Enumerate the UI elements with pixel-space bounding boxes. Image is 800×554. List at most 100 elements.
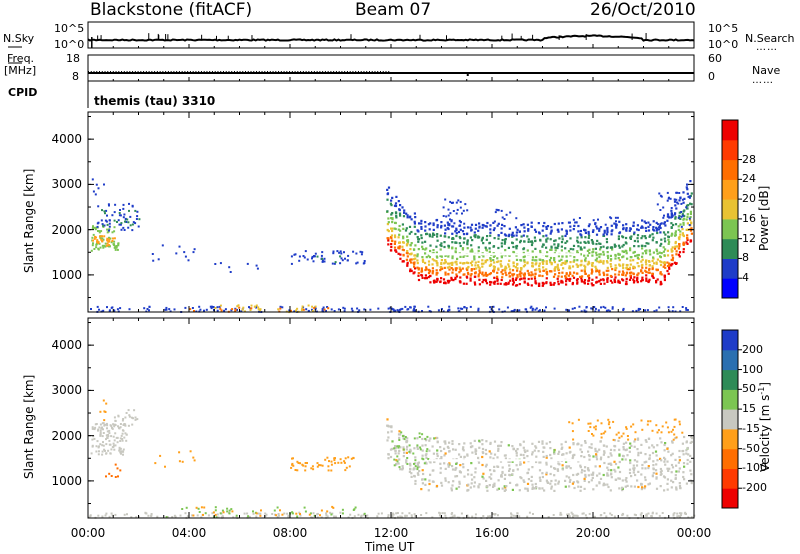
- power-cell: [666, 191, 669, 194]
- power-cell: [640, 244, 643, 247]
- power-cell: [416, 262, 419, 265]
- velocity-cell: [648, 482, 651, 485]
- power-cell: [427, 305, 430, 308]
- velocity-cell: [398, 436, 401, 439]
- power-cell: [598, 229, 601, 232]
- power-cell: [492, 221, 495, 224]
- power-cell: [622, 243, 625, 247]
- power-cell: [454, 241, 457, 244]
- velocity-cell: [90, 452, 93, 455]
- nave-dot: [305, 71, 307, 73]
- power-cell: [490, 263, 493, 266]
- velocity-cell: [614, 470, 617, 473]
- power-cell: [530, 277, 533, 280]
- power-cell: [386, 210, 389, 213]
- velocity-cell: [678, 512, 681, 515]
- nave-dot: [278, 71, 280, 73]
- velocity-cell: [545, 479, 548, 482]
- power-cell: [463, 222, 466, 225]
- power-cell: [565, 308, 568, 311]
- velocity-cell: [343, 461, 346, 464]
- velocity-cell: [666, 460, 669, 463]
- velocity-cell: [431, 445, 434, 448]
- power-cell: [470, 248, 474, 251]
- power-cell: [413, 261, 416, 264]
- velocity-cell: [453, 514, 456, 517]
- power-cell: [579, 275, 582, 278]
- velocity-cell: [327, 469, 330, 472]
- power-cell: [112, 237, 114, 240]
- power-cell: [462, 241, 465, 244]
- velocity-cell: [679, 515, 681, 518]
- power-cell: [482, 224, 485, 227]
- power-cell: [636, 228, 639, 231]
- power-cell: [636, 237, 639, 240]
- velocity-cell: [294, 469, 297, 471]
- power-cell: [122, 207, 125, 210]
- power-cell: [497, 234, 500, 237]
- power-cell: [436, 277, 439, 280]
- velocity-cell: [680, 512, 683, 515]
- velocity-cell: [291, 462, 294, 465]
- power-cell: [641, 263, 644, 266]
- power-cell: [393, 242, 396, 245]
- velocity-cell: [489, 469, 492, 472]
- velocity-cell: [458, 453, 461, 456]
- velocity-cell: [103, 410, 106, 413]
- velocity-cell: [497, 444, 500, 448]
- power-cell: [541, 245, 544, 248]
- velocity-cell: [159, 454, 162, 457]
- nave-dot: [377, 71, 379, 73]
- velocity-cell: [350, 457, 353, 460]
- power-cell: [526, 269, 529, 272]
- power-cell: [456, 257, 459, 260]
- power-cell: [660, 252, 663, 255]
- power-cell: [688, 195, 691, 198]
- power-cell: [618, 281, 621, 284]
- power-cell: [457, 230, 461, 234]
- power-cell: [94, 235, 96, 238]
- power-cell: [477, 260, 480, 263]
- velocity-cell: [110, 475, 113, 477]
- power-cell: [629, 263, 632, 266]
- power-cell: [465, 282, 468, 285]
- power-cell: [583, 264, 586, 267]
- power-cell: [520, 268, 523, 271]
- power-cell: [576, 282, 579, 285]
- power-cell: [565, 280, 568, 283]
- power-cell: [668, 266, 671, 269]
- velocity-cell: [581, 512, 584, 515]
- velocity-cell: [542, 450, 545, 453]
- velocity-cell: [102, 399, 105, 402]
- velocity-cell: [299, 462, 301, 465]
- velocity-cell: [444, 452, 447, 455]
- power-cell: [136, 210, 139, 213]
- power-cell: [106, 214, 108, 217]
- power-cell: [602, 278, 605, 281]
- power-cell: [558, 237, 561, 240]
- power-cell: [452, 225, 455, 228]
- power-cell: [307, 310, 310, 313]
- velocity-cell: [617, 431, 620, 434]
- velocity-cell: [406, 445, 409, 448]
- power-cell: [598, 255, 601, 259]
- velocity-cell: [584, 466, 587, 469]
- power-cell: [632, 259, 635, 262]
- velocity-cell: [684, 511, 687, 514]
- velocity-cell: [596, 450, 599, 453]
- velocity-cell: [110, 435, 113, 438]
- power-cell: [451, 271, 454, 274]
- velocity-cell: [481, 443, 484, 446]
- velocity-cell: [523, 449, 526, 452]
- velocity-cell: [341, 512, 344, 515]
- power-cell: [413, 263, 416, 266]
- velocity-cell: [406, 437, 409, 440]
- power-cell: [660, 195, 663, 198]
- power-cell: [630, 256, 633, 259]
- velocity-cell: [553, 452, 556, 455]
- power-cell: [466, 267, 469, 270]
- power-cell: [662, 250, 665, 253]
- power-cell: [518, 273, 521, 276]
- power-cell: [259, 308, 262, 311]
- velocity-cell: [276, 515, 279, 518]
